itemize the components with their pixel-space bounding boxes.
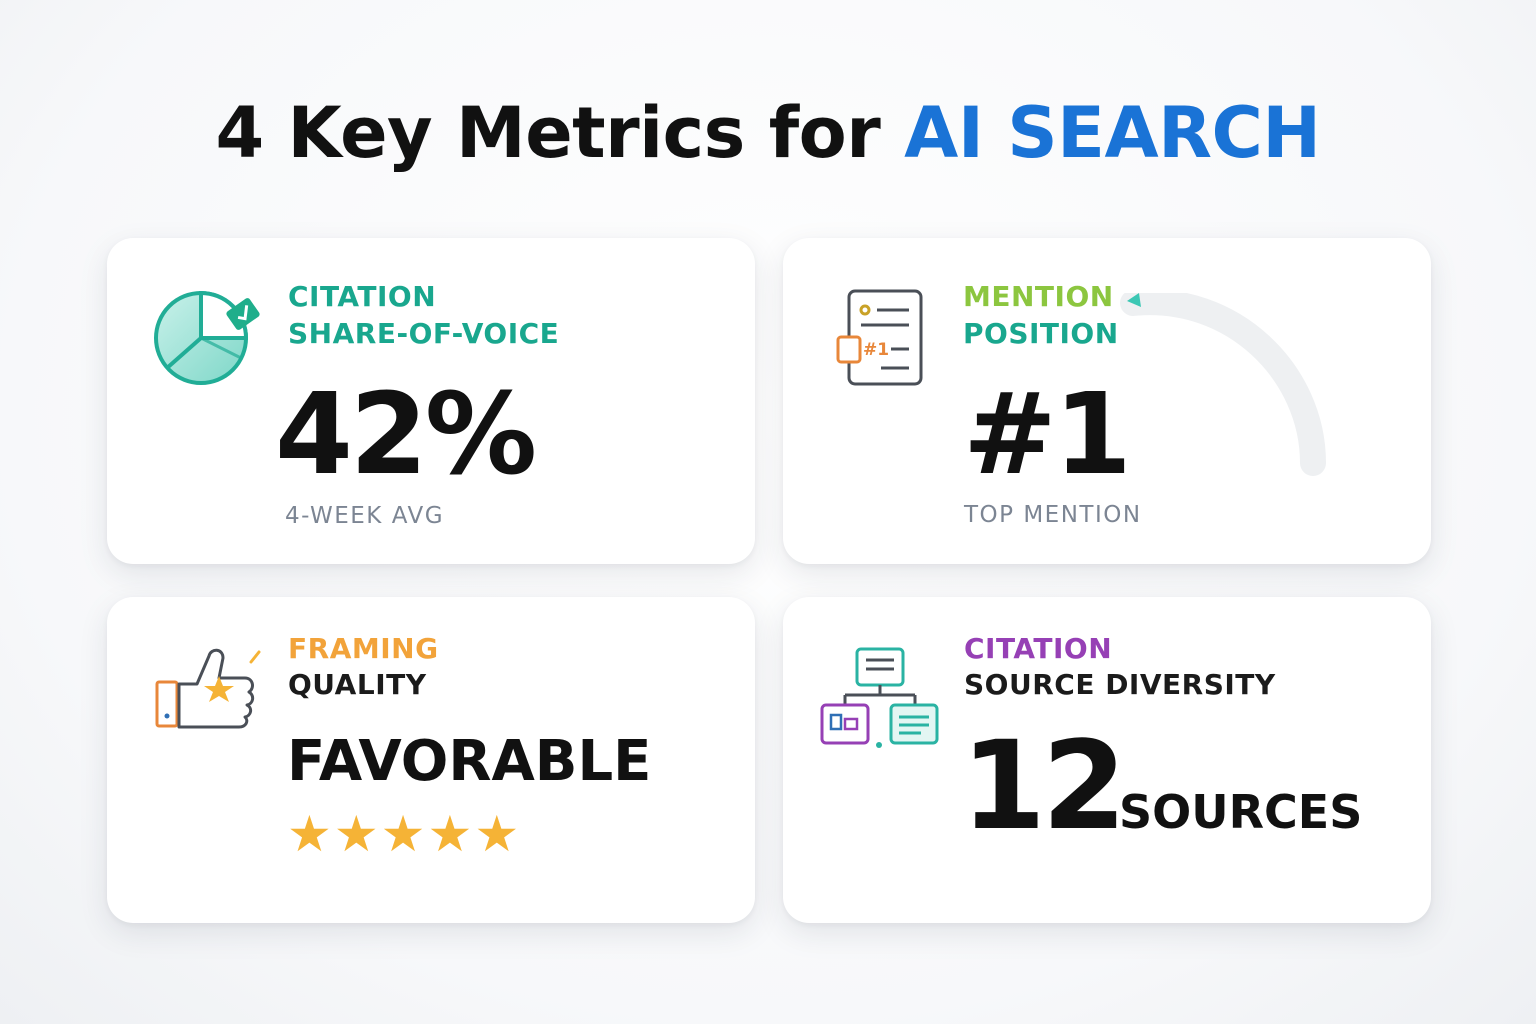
metric-label-line2: POSITION <box>963 317 1119 350</box>
metric-unit: SOURCES <box>1119 785 1363 839</box>
ranked-list-icon: #1 <box>835 288 930 393</box>
star-icon: ★ <box>333 805 379 863</box>
metric-label-line1: CITATION <box>288 280 437 313</box>
title-prefix: 4 Key Metrics for <box>215 92 905 174</box>
pie-chart-check-icon <box>153 288 273 393</box>
svg-text:#1: #1 <box>863 340 889 360</box>
star-icon: ★ <box>427 805 473 863</box>
metric-card-framing-quality: FRAMING QUALITY FAVORABLE ★★★★★ <box>107 597 755 923</box>
metric-value: 12 <box>961 715 1127 857</box>
star-rating: ★★★★★ <box>287 809 521 859</box>
metric-card-citation-source-diversity: CITATION SOURCE DIVERSITY 12 SOURCES <box>783 597 1431 923</box>
metric-label-line1: CITATION <box>964 632 1113 665</box>
metric-label-line2: SOURCE DIVERSITY <box>964 668 1276 701</box>
metric-label-line2: QUALITY <box>288 668 427 701</box>
metric-subtext: 4-WEEK AVG <box>285 503 445 529</box>
star-icon: ★ <box>380 805 426 863</box>
thumbs-up-star-icon <box>153 642 268 742</box>
metric-label-line1: FRAMING <box>288 632 439 665</box>
star-icon: ★ <box>287 805 332 863</box>
metric-value: 42% <box>275 370 537 500</box>
metric-value: FAVORABLE <box>287 729 652 794</box>
metric-card-mention-position: #1 MENTION POSITION #1 TOP MENTION <box>783 238 1431 564</box>
page-title: 4 Key Metrics for AI SEARCH <box>0 92 1536 174</box>
decorative-swoosh-icon <box>1113 289 1333 518</box>
metric-label-line2: SHARE-OF-VOICE <box>288 317 560 350</box>
metric-subtext: TOP MENTION <box>964 502 1142 528</box>
star-icon: ★ <box>474 805 520 863</box>
metric-label-line1: MENTION <box>963 280 1114 313</box>
metric-card-citation-share-of-voice: CITATION SHARE-OF-VOICE 42% 4-WEEK AVG <box>107 238 755 564</box>
source-network-icon <box>819 645 944 765</box>
title-highlight: AI SEARCH <box>904 92 1321 174</box>
metric-value: #1 <box>963 370 1132 500</box>
